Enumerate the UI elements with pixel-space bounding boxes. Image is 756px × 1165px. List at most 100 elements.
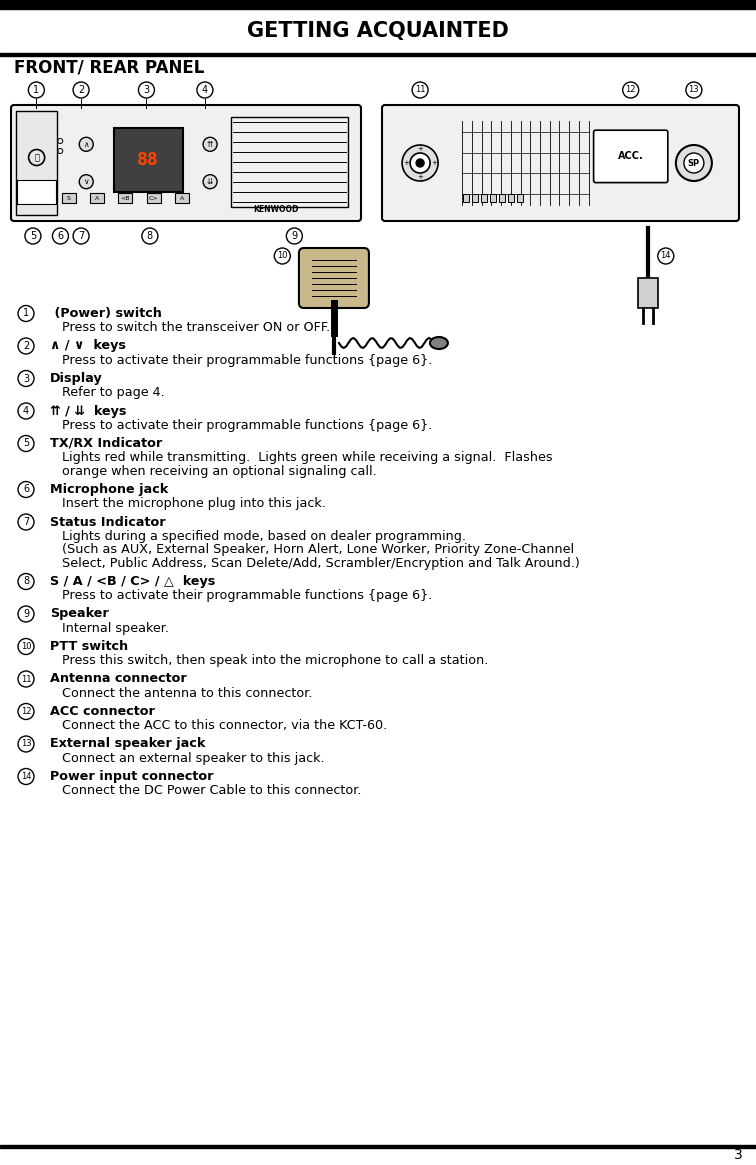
FancyBboxPatch shape (593, 130, 668, 183)
Text: Press to activate their programmable functions {page 6}.: Press to activate their programmable fun… (62, 354, 432, 367)
Text: ⏻: ⏻ (34, 153, 39, 162)
Text: Lights during a speciﬁed mode, based on dealer programming.: Lights during a speciﬁed mode, based on … (62, 530, 466, 543)
Text: 13: 13 (689, 85, 699, 94)
Circle shape (676, 144, 712, 181)
FancyBboxPatch shape (299, 248, 369, 308)
Text: <B: <B (121, 196, 130, 200)
Text: 3: 3 (144, 85, 150, 96)
Circle shape (79, 175, 93, 189)
Text: 88: 88 (138, 150, 159, 169)
Text: +: + (431, 160, 437, 165)
Text: GETTING ACQUAINTED: GETTING ACQUAINTED (247, 21, 509, 41)
Text: Power input connector: Power input connector (50, 770, 213, 783)
Text: Lights red while transmitting.  Lights green while receiving a signal.  Flashes: Lights red while transmitting. Lights gr… (62, 451, 553, 464)
Text: 12: 12 (20, 707, 31, 716)
Circle shape (203, 137, 217, 151)
Circle shape (402, 144, 438, 181)
Text: Display: Display (50, 372, 103, 384)
Circle shape (79, 137, 93, 151)
Text: A: A (180, 196, 184, 200)
Text: KENWOOD: KENWOOD (253, 205, 298, 213)
Text: ∧: ∧ (83, 140, 89, 149)
Text: 14: 14 (20, 772, 31, 781)
Text: FRONT/ REAR PANEL: FRONT/ REAR PANEL (14, 58, 204, 76)
Bar (0, 0, 756, 9)
Bar (517, 195, 522, 203)
Text: TX/RX Indicator: TX/RX Indicator (50, 437, 163, 450)
Text: 8: 8 (147, 231, 153, 241)
Text: Press this switch, then speak into the microphone to call a station.: Press this switch, then speak into the m… (62, 655, 488, 668)
Text: Press to switch the transceiver ON or OFF.: Press to switch the transceiver ON or OF… (62, 322, 330, 334)
Bar (17, 179, 56, 204)
Text: 9: 9 (23, 609, 29, 619)
Text: Antenna connector: Antenna connector (50, 672, 187, 685)
Text: Internal speaker.: Internal speaker. (62, 622, 169, 635)
Circle shape (416, 158, 424, 167)
Text: 3: 3 (733, 1148, 742, 1162)
Circle shape (684, 153, 704, 172)
Text: Connect an external speaker to this jack.: Connect an external speaker to this jack… (62, 751, 324, 764)
Text: ACC connector: ACC connector (50, 705, 155, 718)
Bar (472, 195, 478, 203)
Text: ⇈ / ⇊  keys: ⇈ / ⇊ keys (50, 404, 126, 417)
Text: 2: 2 (23, 341, 29, 351)
Text: Refer to page 4.: Refer to page 4. (62, 387, 165, 400)
Text: +: + (417, 146, 423, 151)
Text: 1: 1 (33, 85, 39, 96)
Text: +: + (417, 174, 423, 181)
Text: 5: 5 (23, 438, 29, 449)
Text: A: A (95, 196, 99, 200)
Text: PTT switch: PTT switch (50, 640, 128, 654)
Text: (Such as AUX, External Speaker, Horn Alert, Lone Worker, Priority Zone-Channel: (Such as AUX, External Speaker, Horn Ale… (62, 543, 574, 556)
Text: 7: 7 (23, 517, 29, 527)
Bar (463, 195, 469, 203)
Text: 8: 8 (23, 577, 29, 586)
Text: ⇈: ⇈ (207, 140, 213, 149)
Text: 11: 11 (415, 85, 426, 94)
Text: (Power) switch: (Power) switch (50, 308, 162, 320)
Text: 1: 1 (23, 309, 29, 318)
Text: 4: 4 (23, 405, 29, 416)
Text: Press to activate their programmable functions {page 6}.: Press to activate their programmable fun… (62, 418, 432, 432)
Bar (490, 195, 496, 203)
FancyBboxPatch shape (382, 105, 739, 221)
Bar (508, 195, 514, 203)
Text: 9: 9 (291, 231, 297, 241)
Bar (0, 9, 756, 52)
Text: Connect the ACC to this connector, via the KCT-60.: Connect the ACC to this connector, via t… (62, 719, 387, 733)
Text: 6: 6 (57, 231, 64, 241)
Text: 10: 10 (277, 252, 287, 261)
Text: ⇊: ⇊ (207, 177, 213, 186)
Text: orange when receiving an optional signaling call.: orange when receiving an optional signal… (62, 465, 376, 478)
Text: ∨: ∨ (83, 177, 89, 186)
Bar (0, 52, 756, 56)
Text: +: + (403, 160, 409, 165)
Circle shape (203, 175, 217, 189)
Text: 2: 2 (78, 85, 84, 96)
FancyBboxPatch shape (11, 105, 361, 221)
Text: ACC.: ACC. (618, 151, 643, 162)
Text: Press to activate their programmable functions {page 6}.: Press to activate their programmable fun… (62, 589, 432, 602)
Bar (499, 195, 505, 203)
Bar (62, 193, 76, 203)
Text: Speaker: Speaker (50, 607, 109, 621)
Text: Connect the DC Power Cable to this connector.: Connect the DC Power Cable to this conne… (62, 784, 361, 797)
Text: S / A / <B / C> / △  keys: S / A / <B / C> / △ keys (50, 576, 215, 588)
Text: 14: 14 (661, 252, 671, 261)
Bar (16, 111, 57, 216)
Text: Insert the microphone plug into this jack.: Insert the microphone plug into this jac… (62, 497, 326, 510)
Text: 10: 10 (20, 642, 31, 651)
Circle shape (410, 153, 430, 172)
Text: Connect the antenna to this connector.: Connect the antenna to this connector. (62, 686, 312, 700)
Text: 4: 4 (202, 85, 208, 96)
Text: 7: 7 (78, 231, 84, 241)
Text: ∧ / ∨  keys: ∧ / ∨ keys (50, 339, 126, 353)
Text: Select, Public Address, Scan Delete/Add, Scrambler/Encryption and Talk Around.): Select, Public Address, Scan Delete/Add,… (62, 557, 580, 570)
Text: 5: 5 (29, 231, 36, 241)
Text: 11: 11 (20, 675, 31, 684)
Text: S: S (67, 196, 71, 200)
Text: 13: 13 (20, 740, 31, 748)
Text: Status Indicator: Status Indicator (50, 515, 166, 529)
Text: Microphone jack: Microphone jack (50, 483, 169, 496)
Bar (231, 116, 348, 207)
